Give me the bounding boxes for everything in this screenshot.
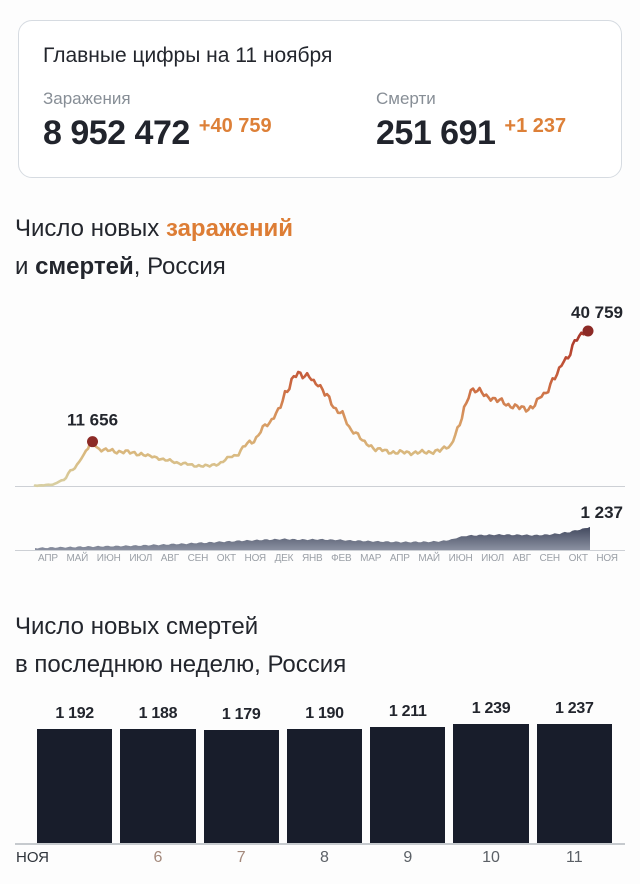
weekly-title-line1: Число новых смертей xyxy=(15,613,259,640)
day-label: 11 xyxy=(566,849,583,866)
bar xyxy=(203,730,279,843)
bar-column: 1 190 xyxy=(286,705,363,843)
day-label: 9 xyxy=(403,849,413,866)
annotation-latest-peak: 40 759 xyxy=(571,303,623,322)
month-tick: ОКТ xyxy=(216,553,236,564)
bar xyxy=(453,724,529,843)
day-label: 8 xyxy=(320,849,329,866)
stat-infections-value: 8 952 472 xyxy=(43,114,190,152)
bar-column: 1 211 xyxy=(370,703,446,843)
title-normal-part: Число новых xyxy=(15,215,166,242)
month-tick: НОЯ xyxy=(244,553,267,564)
bar-value-label: 1 188 xyxy=(138,705,178,722)
bar-value-label: 1 237 xyxy=(555,700,594,717)
summary-stats-row: Заражения 8 952 472 +40 759 Смерти 251 69… xyxy=(43,89,597,153)
month-tick: НОЯ xyxy=(596,553,618,564)
title-region-part: , Россия xyxy=(133,253,226,280)
stat-deaths-value: 251 691 xyxy=(376,114,496,152)
day-label: 10 xyxy=(482,849,500,866)
bar-value-label: 1 211 xyxy=(388,703,427,720)
day-label: 7 xyxy=(236,849,246,866)
bar-column: 1 237 xyxy=(536,700,612,843)
timeline-chart: 11 656 40 759 1 237 xyxy=(15,303,625,551)
bar xyxy=(370,727,446,843)
month-tick: СЕН xyxy=(539,553,560,564)
bar-value-label: 1 179 xyxy=(221,706,261,723)
annotation-deaths-latest: 1 237 xyxy=(580,503,623,522)
bar-column: 1 239 xyxy=(453,700,529,843)
bar-chart-day-labels: 6 7 8 9 10 11 xyxy=(15,849,625,867)
summary-card: Главные цифры на 11 ноября Заражения 8 9… xyxy=(18,20,622,178)
summary-card-title: Главные цифры на 11 ноября xyxy=(43,44,333,67)
bar-axis-month-label: НОЯ xyxy=(16,849,50,866)
stat-infections-label: Заражения xyxy=(43,89,131,108)
weekly-chart-title: Число новых смертей в последнюю неделю, … xyxy=(15,608,346,684)
stat-infections: Заражения 8 952 472 +40 759 xyxy=(43,89,376,153)
stat-deaths-delta: +1 237 xyxy=(504,115,567,137)
weekly-title-line2: в последнюю неделю, Россия xyxy=(15,651,347,678)
weekly-deaths-bar-chart: 1 192 1 188 1 179 1 190 1 211 1 239 1 237 xyxy=(15,698,625,843)
month-tick: ДЕК xyxy=(274,553,294,564)
bar-value-label: 1 192 xyxy=(55,705,94,722)
stat-deaths: Смерти 251 691 +1 237 xyxy=(376,89,566,153)
timeline-chart-title: Число новых заражений и смертей, Россия xyxy=(15,210,293,286)
month-tick: АПР xyxy=(38,553,58,564)
infections-line-series xyxy=(33,328,590,488)
bar xyxy=(120,729,196,843)
bar-chart-axis xyxy=(15,843,625,845)
annotation-first-peak: 11 656 xyxy=(67,411,118,430)
month-tick: АВГ xyxy=(512,553,531,564)
month-tick: МАЙ xyxy=(418,553,440,564)
month-tick: МАР xyxy=(360,553,382,564)
month-axis-ticks: АПР МАЙ ИЮН ИЮЛ АВГ СЕН ОКТ НОЯ ДЕК ЯНВ ФЕВ МАР АПР М… xyxy=(38,553,618,564)
bar-value-label: 1 239 xyxy=(471,700,511,717)
bar xyxy=(286,729,363,843)
peak-marker-latest xyxy=(582,325,594,337)
bar-column: 1 179 xyxy=(203,706,279,843)
stat-deaths-label: Смерти xyxy=(376,89,436,108)
peak-marker-first-wave xyxy=(87,436,99,448)
deaths-area-series xyxy=(35,526,590,550)
title-pre-part: и xyxy=(15,253,36,280)
month-tick: ИЮН xyxy=(448,553,473,564)
bar xyxy=(536,724,612,843)
month-tick: МАЙ xyxy=(66,553,89,564)
stat-infections-delta: +40 759 xyxy=(198,115,272,137)
title-accent-infections: заражений xyxy=(165,215,293,242)
month-tick: АПР xyxy=(389,553,410,564)
bar-value-label: 1 190 xyxy=(305,705,344,722)
month-tick: АВГ xyxy=(160,553,179,564)
bar xyxy=(37,729,113,843)
bar-column: 1 192 xyxy=(37,705,113,843)
day-label-empty xyxy=(37,849,112,867)
day-label: 6 xyxy=(153,849,163,866)
bar-column: 1 188 xyxy=(120,705,196,843)
month-tick: ИЮЛ xyxy=(481,553,504,564)
month-tick: ИЮН xyxy=(96,553,121,564)
title-bold-deaths: смертей xyxy=(35,253,134,280)
month-tick: ИЮЛ xyxy=(129,553,153,564)
month-tick: ФЕВ xyxy=(331,553,352,564)
month-tick: ОКТ xyxy=(568,553,588,564)
month-tick: ЯНВ xyxy=(301,553,323,564)
month-tick: СЕН xyxy=(187,553,209,564)
